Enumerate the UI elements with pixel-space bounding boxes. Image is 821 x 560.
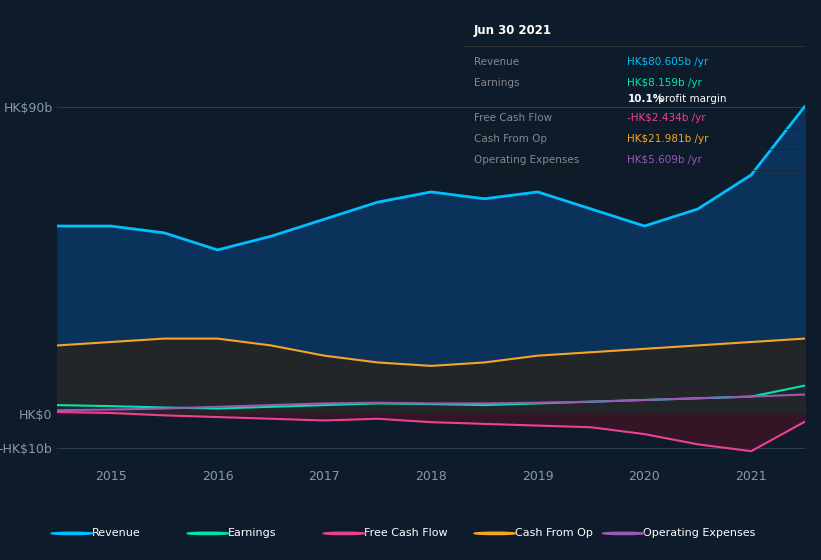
Text: Earnings: Earnings (227, 529, 276, 538)
Text: Revenue: Revenue (474, 57, 519, 67)
Text: Free Cash Flow: Free Cash Flow (474, 113, 553, 123)
Text: HK$8.159b /yr: HK$8.159b /yr (627, 78, 702, 88)
Text: Cash From Op: Cash From Op (474, 134, 547, 144)
Text: 10.1%: 10.1% (627, 94, 663, 104)
Text: Operating Expenses: Operating Expenses (474, 155, 580, 165)
Text: HK$80.605b /yr: HK$80.605b /yr (627, 57, 709, 67)
Text: Cash From Op: Cash From Op (515, 529, 593, 538)
Text: Earnings: Earnings (474, 78, 520, 88)
Circle shape (474, 532, 516, 535)
Text: Revenue: Revenue (92, 529, 140, 538)
Circle shape (323, 532, 365, 535)
Text: HK$21.981b /yr: HK$21.981b /yr (627, 134, 709, 144)
Text: -HK$2.434b /yr: -HK$2.434b /yr (627, 113, 706, 123)
Circle shape (187, 532, 229, 535)
Text: HK$5.609b /yr: HK$5.609b /yr (627, 155, 702, 165)
Text: Free Cash Flow: Free Cash Flow (364, 529, 447, 538)
Text: Operating Expenses: Operating Expenses (643, 529, 755, 538)
Text: profit margin: profit margin (654, 94, 726, 104)
Circle shape (603, 532, 644, 535)
Text: Jun 30 2021: Jun 30 2021 (474, 24, 552, 37)
Circle shape (51, 532, 94, 535)
